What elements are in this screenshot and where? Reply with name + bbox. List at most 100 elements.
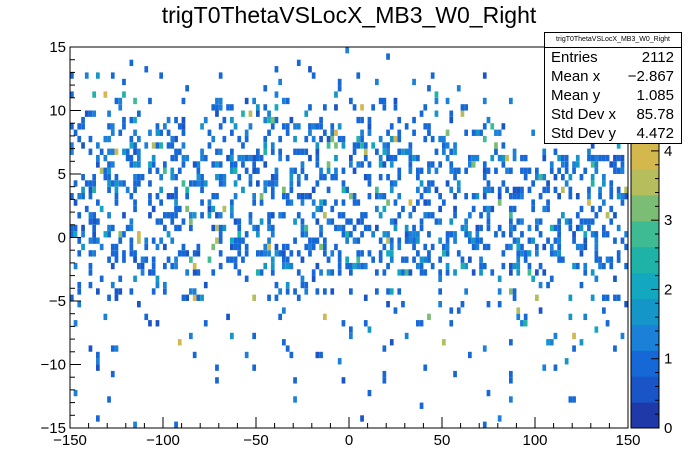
heatmap-cell bbox=[408, 161, 413, 168]
heatmap-cell bbox=[311, 186, 316, 194]
heatmap-cell bbox=[203, 154, 208, 162]
heatmap-cell bbox=[196, 269, 201, 276]
heatmap-cell bbox=[538, 174, 543, 181]
heatmap-cell bbox=[561, 256, 565, 263]
heatmap-cell bbox=[308, 154, 312, 162]
heatmap-cell bbox=[129, 135, 134, 143]
heatmap-cell bbox=[509, 167, 513, 174]
heatmap-cell bbox=[237, 237, 242, 244]
heatmap-cell bbox=[389, 161, 394, 168]
heatmap-cell bbox=[263, 85, 268, 92]
heatmap-cell bbox=[289, 180, 294, 187]
heatmap-cell bbox=[200, 180, 204, 187]
heatmap-cell bbox=[523, 250, 528, 257]
y-tick-label: −10 bbox=[41, 357, 66, 374]
heatmap-cell bbox=[77, 281, 82, 289]
heatmap-cell bbox=[230, 212, 234, 219]
heatmap-cell bbox=[122, 212, 126, 219]
heatmap-cell bbox=[453, 205, 457, 213]
heatmap-cell bbox=[270, 231, 275, 238]
heatmap-cell bbox=[479, 129, 483, 136]
heatmap-cell bbox=[471, 161, 476, 168]
heatmap-cell bbox=[177, 250, 182, 257]
heatmap-cell bbox=[70, 123, 74, 130]
heatmap-cell bbox=[315, 237, 320, 244]
heatmap-cell bbox=[349, 161, 353, 168]
heatmap-cell bbox=[166, 256, 171, 263]
heatmap-cell bbox=[471, 243, 476, 251]
heatmap-cell bbox=[468, 161, 472, 168]
heatmap-cell bbox=[393, 224, 398, 232]
heatmap-cell bbox=[244, 135, 249, 143]
heatmap-cell bbox=[568, 174, 573, 181]
heatmap-cell bbox=[237, 231, 242, 238]
heatmap-cell bbox=[393, 104, 398, 111]
heatmap-cell bbox=[163, 243, 167, 251]
heatmap-cell bbox=[386, 53, 390, 60]
heatmap-cell bbox=[497, 301, 502, 308]
heatmap-cell bbox=[535, 174, 539, 181]
heatmap-cell bbox=[538, 307, 543, 314]
heatmap-cell bbox=[367, 123, 372, 130]
heatmap-cell bbox=[579, 281, 584, 289]
heatmap-cell bbox=[416, 186, 420, 194]
heatmap-cell bbox=[296, 180, 301, 187]
heatmap-cell bbox=[84, 180, 89, 187]
heatmap-cell bbox=[375, 148, 379, 155]
heatmap-cell bbox=[453, 142, 457, 149]
colorbar-segment bbox=[631, 298, 659, 312]
heatmap-cell bbox=[453, 269, 457, 276]
heatmap-cell bbox=[70, 142, 74, 149]
heatmap-cell bbox=[427, 250, 431, 257]
heatmap-cell bbox=[341, 224, 346, 232]
heatmap-cell bbox=[572, 332, 576, 340]
heatmap-cell bbox=[427, 313, 431, 321]
heatmap-cell bbox=[572, 262, 576, 270]
heatmap-cell bbox=[419, 167, 424, 174]
heatmap-cell bbox=[497, 199, 502, 206]
heatmap-cell bbox=[434, 186, 439, 194]
heatmap-cell bbox=[509, 396, 513, 403]
heatmap-cell bbox=[360, 250, 364, 257]
heatmap-cell bbox=[77, 288, 82, 295]
heatmap-cell bbox=[531, 199, 536, 206]
heatmap-cell bbox=[248, 154, 253, 162]
heatmap-cell bbox=[471, 205, 476, 213]
heatmap-cell bbox=[133, 199, 137, 206]
heatmap-cell bbox=[378, 174, 383, 181]
heatmap-cell bbox=[151, 154, 156, 162]
heatmap-cell bbox=[453, 237, 457, 244]
heatmap-cell bbox=[609, 161, 614, 168]
heatmap-cell bbox=[598, 193, 602, 200]
heatmap-cell bbox=[404, 224, 409, 232]
heatmap-cell bbox=[200, 123, 204, 130]
heatmap-cell bbox=[248, 123, 253, 130]
heatmap-cell bbox=[509, 262, 513, 270]
heatmap-cell bbox=[274, 174, 279, 181]
heatmap-cell bbox=[244, 231, 249, 238]
heatmap-cell bbox=[192, 180, 197, 187]
heatmap-cell bbox=[218, 174, 223, 181]
heatmap-cell bbox=[185, 193, 190, 200]
colorbar-segment bbox=[631, 285, 659, 299]
heatmap-cell bbox=[360, 262, 364, 270]
x-tick-label: −150 bbox=[53, 432, 87, 449]
heatmap-cell bbox=[319, 167, 323, 174]
heatmap-cell bbox=[88, 135, 93, 143]
heatmap-cell bbox=[226, 104, 230, 111]
heatmap-cell bbox=[352, 237, 357, 244]
heatmap-cell bbox=[516, 307, 521, 314]
heatmap-cell bbox=[70, 148, 74, 155]
heatmap-cell bbox=[587, 193, 591, 200]
heatmap-cell bbox=[501, 154, 506, 162]
heatmap-cell bbox=[189, 180, 193, 187]
heatmap-cell bbox=[308, 250, 312, 257]
heatmap-cell bbox=[412, 237, 416, 244]
heatmap-cell bbox=[471, 193, 476, 200]
heatmap-cell bbox=[151, 237, 156, 244]
heatmap-cell bbox=[233, 123, 238, 130]
heatmap-cell bbox=[114, 250, 119, 257]
heatmap-cell bbox=[468, 351, 472, 359]
heatmap-cell bbox=[594, 212, 599, 219]
heatmap-cell bbox=[430, 161, 435, 168]
